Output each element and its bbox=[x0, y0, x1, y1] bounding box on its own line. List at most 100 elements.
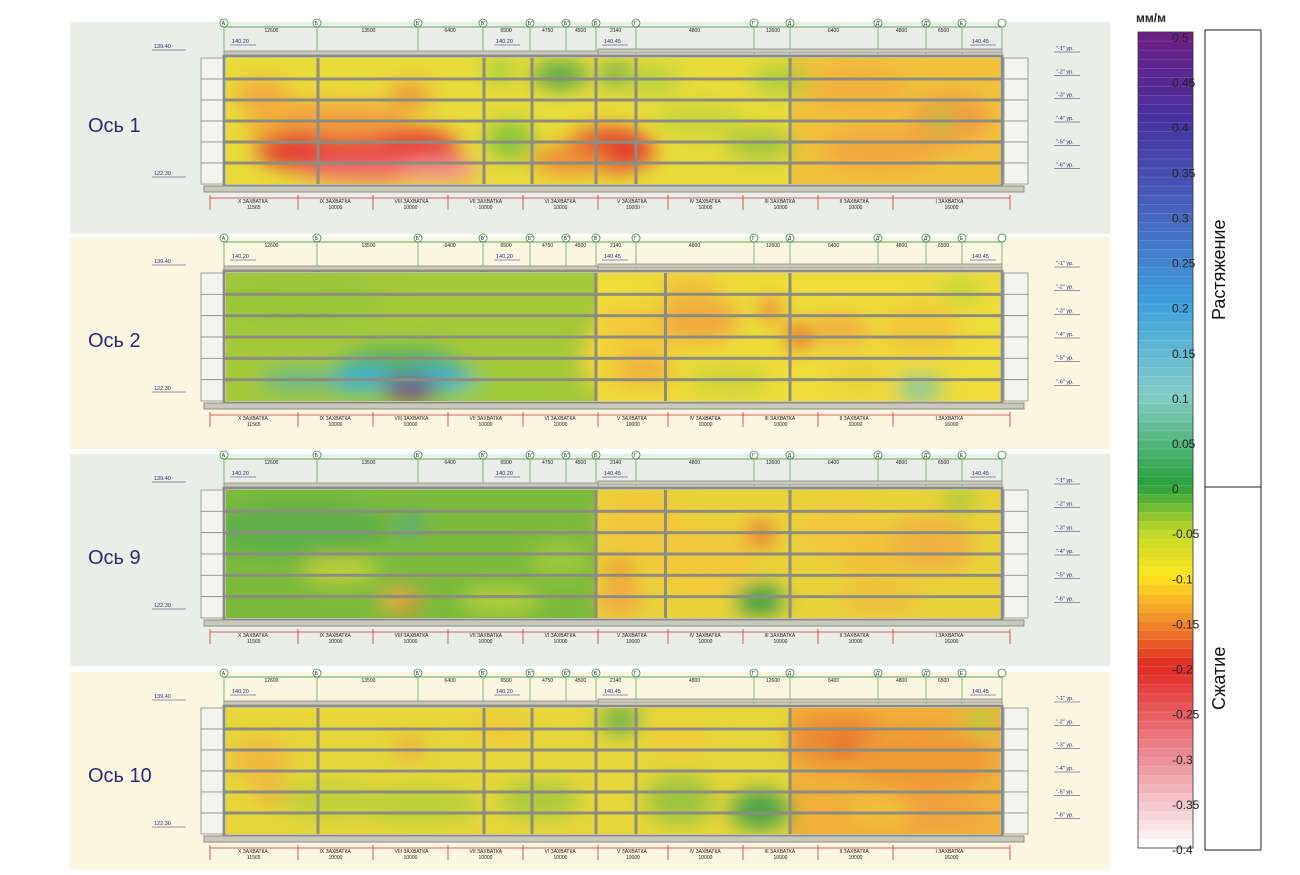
heatmap-blob bbox=[300, 556, 380, 584]
level-label: "-2" ур. bbox=[1056, 285, 1074, 291]
zone-length: 10000 bbox=[849, 422, 863, 428]
heatmap-blobs bbox=[226, 273, 982, 400]
zone-name: VI ЗАХВАТКА bbox=[545, 849, 577, 855]
zone-length: 16000 bbox=[945, 422, 959, 428]
side-ramp-left bbox=[200, 770, 224, 793]
span-dimension: 4800 bbox=[689, 243, 700, 249]
roof-slab bbox=[223, 482, 599, 488]
axis-marker bbox=[749, 233, 759, 243]
structural-wall bbox=[594, 490, 598, 618]
elevation-bottom: 122.30 bbox=[154, 386, 171, 392]
zone-name: III ЗАХВАТКА bbox=[765, 416, 796, 422]
axis-letter: А bbox=[222, 21, 226, 27]
level-label: "-5" ур. bbox=[1056, 356, 1074, 362]
zone-name: II ЗАХВАТКА bbox=[840, 416, 870, 422]
axis-marker bbox=[478, 233, 488, 243]
axis-marker bbox=[525, 450, 535, 460]
axis-marker bbox=[749, 450, 759, 460]
side-ramp-right bbox=[1003, 379, 1029, 402]
zone-length: 10000 bbox=[479, 639, 493, 645]
colorbar-band bbox=[1138, 657, 1193, 668]
axis-letter: Б bbox=[315, 236, 319, 242]
heatmap-blob bbox=[388, 82, 432, 110]
level-label: "-5" ур. bbox=[1056, 573, 1074, 579]
zone-length: 11565 bbox=[247, 205, 261, 211]
span-dimension: 4750 bbox=[542, 28, 553, 34]
span-dimension: 12600 bbox=[265, 28, 279, 34]
colorbar-band bbox=[1138, 512, 1193, 522]
zone-name: I ЗАХВАТКА bbox=[936, 199, 965, 205]
colorbar-band bbox=[1138, 721, 1193, 731]
axis-marker bbox=[561, 233, 571, 243]
elevation-bottom: 122.30 bbox=[154, 603, 171, 609]
colorbar-tick: -0.25 bbox=[1172, 708, 1200, 722]
roof-elevation: 140.45 bbox=[972, 39, 989, 45]
side-ramp-right bbox=[1003, 596, 1029, 619]
span-dimension: 12600 bbox=[766, 460, 780, 466]
heatmap-blob bbox=[760, 302, 780, 318]
zone-name: VIII ЗАХВАТКА bbox=[395, 416, 430, 422]
roof-slab bbox=[223, 265, 599, 271]
structural-wall bbox=[482, 58, 486, 184]
side-ramp-left bbox=[200, 141, 224, 164]
axis-marker bbox=[525, 668, 535, 678]
span-dimension: 4800 bbox=[689, 28, 700, 34]
floor-slab bbox=[224, 727, 1002, 731]
colorbar-band bbox=[1138, 521, 1193, 532]
colorbar-band bbox=[1138, 331, 1193, 341]
foundation-slab bbox=[203, 402, 1025, 410]
panel-axis-label: Ось 9 bbox=[88, 547, 141, 569]
heatmap-blob bbox=[226, 502, 390, 558]
zone-name: II ЗАХВАТКА bbox=[840, 199, 870, 205]
floor-slab bbox=[224, 140, 1002, 144]
heatmap-blob bbox=[580, 330, 620, 390]
side-ramp-right bbox=[1003, 770, 1029, 793]
colorbar-band bbox=[1138, 621, 1193, 631]
roof-elevation: 140.20 bbox=[496, 689, 513, 695]
colorbar-tick: 0.2 bbox=[1172, 302, 1189, 316]
label-tension: Растяжение bbox=[1209, 220, 1229, 320]
axis-letter: Д'' bbox=[924, 671, 929, 677]
axis-marker bbox=[957, 668, 967, 678]
zone-name: VII ЗАХВАТКА bbox=[470, 849, 503, 855]
axis-letter: Д'' bbox=[924, 453, 929, 459]
floor-slab bbox=[224, 77, 1002, 81]
roof-elevation: 140.45 bbox=[604, 254, 621, 260]
zone-length: 10000 bbox=[774, 855, 788, 861]
heatmap-blob bbox=[810, 314, 870, 346]
elevation-top: 139.40 bbox=[154, 44, 171, 50]
floor-slab bbox=[224, 790, 1002, 794]
zone-name: II ЗАХВАТКА bbox=[840, 633, 870, 639]
span-dimension: 6400 bbox=[828, 460, 839, 466]
axis-marker bbox=[478, 450, 488, 460]
colorbar-band bbox=[1138, 712, 1193, 722]
colorbar-band bbox=[1138, 585, 1193, 595]
colorbar-band bbox=[1138, 757, 1193, 767]
side-ramp-right bbox=[1003, 336, 1029, 359]
axis-letter: Г' bbox=[752, 453, 756, 459]
structural-wall bbox=[634, 708, 638, 834]
zone-length: 10000 bbox=[329, 205, 343, 211]
floor-slab bbox=[224, 98, 1002, 102]
axis-marker bbox=[631, 233, 641, 243]
axis-marker bbox=[413, 233, 423, 243]
roof-slab bbox=[223, 50, 599, 56]
axis-letter: В' bbox=[481, 453, 485, 459]
zone-length: 10000 bbox=[849, 855, 863, 861]
elevation-bottom: 122.30 bbox=[154, 171, 171, 177]
zone-name: VI ЗАХВАТКА bbox=[545, 416, 577, 422]
axis-marker bbox=[312, 450, 322, 460]
foundation-slab bbox=[203, 835, 1025, 843]
axis-marker bbox=[413, 450, 423, 460]
axis-letter: Б'' bbox=[528, 453, 533, 459]
colorbar-band bbox=[1138, 204, 1193, 214]
zone-length: 10000 bbox=[554, 639, 568, 645]
axis-letter: Б'' bbox=[528, 671, 533, 677]
zone-name: IX ЗАХВАТКА bbox=[320, 849, 352, 855]
colorbar-unit: мм/м bbox=[1136, 11, 1166, 25]
axis-letter: В bbox=[594, 21, 598, 27]
heatmap-blob bbox=[378, 588, 422, 612]
axis-letter: Д'' bbox=[924, 236, 929, 242]
side-ramp-right bbox=[1003, 315, 1029, 338]
zone-length: 10000 bbox=[329, 422, 343, 428]
